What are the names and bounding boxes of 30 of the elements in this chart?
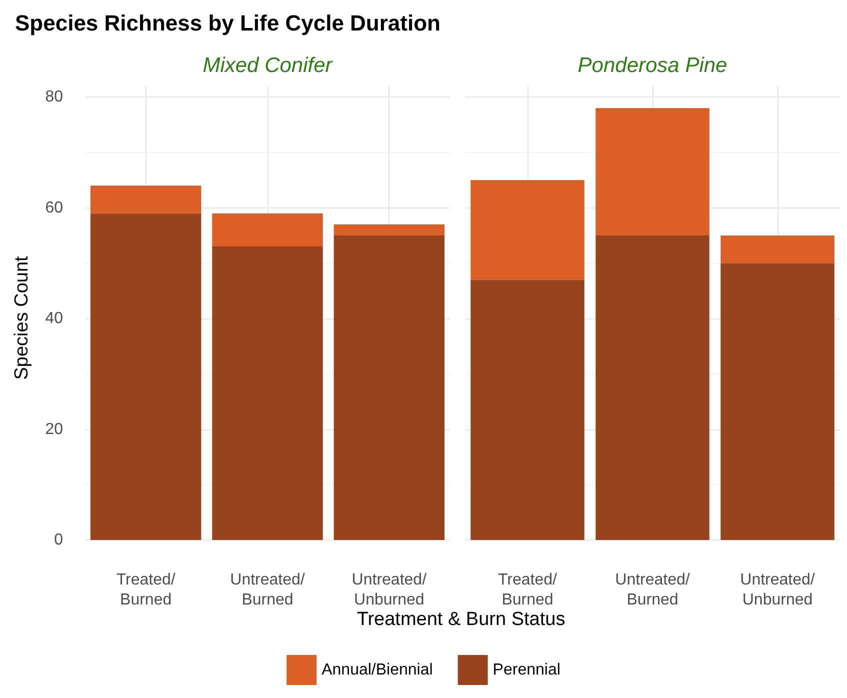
bar xyxy=(334,224,445,236)
x-tick-label: Treated/Burned xyxy=(498,572,558,608)
x-axis-title: Treatment & Burn Status xyxy=(356,609,566,630)
y-tick-label: 0 xyxy=(54,532,64,548)
legend-label: Perennial xyxy=(492,662,560,678)
y-tick-label: 20 xyxy=(45,420,64,438)
x-tick-label: Untreated/Burned xyxy=(615,572,690,608)
y-tick-label: 60 xyxy=(45,199,64,216)
y-tick-label: 80 xyxy=(45,88,64,106)
bar xyxy=(720,263,834,540)
bar xyxy=(334,235,445,540)
x-tick-label: Untreated/Unburned xyxy=(352,572,428,608)
bar xyxy=(470,280,584,540)
bar xyxy=(212,246,323,540)
x-tick-label: Untreated/Unburned xyxy=(740,572,816,608)
bar xyxy=(596,108,710,236)
bar xyxy=(90,213,202,540)
x-tick-label: Untreated/Burned xyxy=(230,572,306,608)
chart-subtitle: Mixed Conifer xyxy=(202,54,334,77)
legend-label: Annual/Biennial xyxy=(322,662,433,678)
y-tick-label: 40 xyxy=(45,310,64,328)
x-tick-label: Treated/Burned xyxy=(116,572,176,608)
y-axis-title: Species Count xyxy=(12,255,32,380)
bar xyxy=(212,213,323,247)
bar xyxy=(90,186,202,214)
chart-subtitle: Ponderosa Pine xyxy=(578,54,728,77)
bar xyxy=(596,235,710,540)
bar xyxy=(720,235,834,264)
chart-title: Species Richness by Life Cycle Duration xyxy=(15,10,440,36)
bar xyxy=(470,180,584,280)
